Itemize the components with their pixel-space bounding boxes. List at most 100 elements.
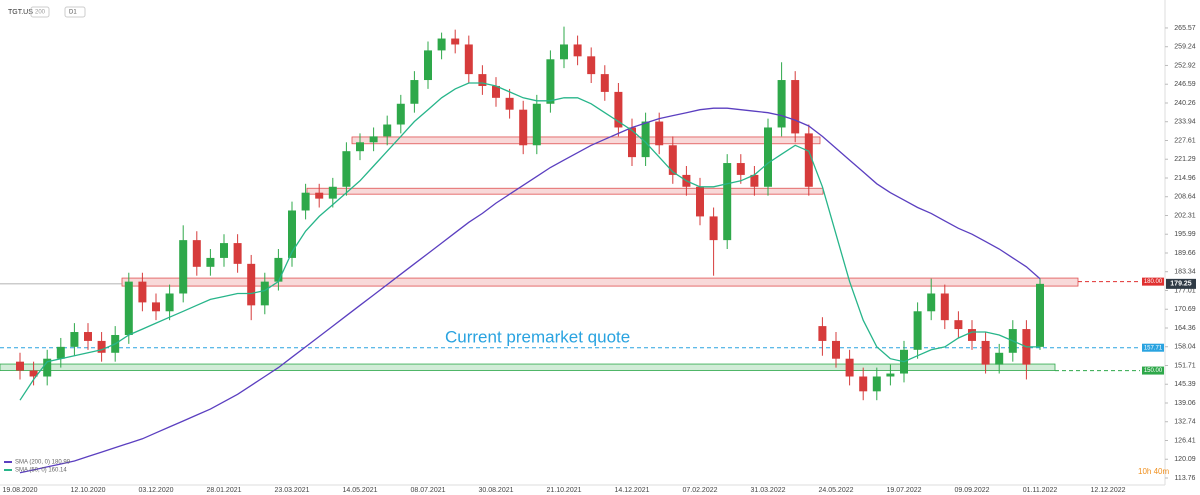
y-tick-label: 164.36 — [1174, 325, 1196, 332]
x-tick-label: 14.05.2021 — [342, 487, 377, 494]
candle-body — [451, 38, 460, 45]
candle-body — [206, 257, 215, 267]
candle-body — [288, 210, 296, 258]
candle-body — [818, 326, 827, 341]
candle-body — [383, 124, 392, 137]
zone — [351, 136, 821, 145]
zone — [306, 187, 824, 195]
x-tick-label: 08.07.2021 — [410, 487, 445, 494]
x-tick-label: 09.09.2022 — [954, 487, 989, 494]
candle-body — [981, 340, 990, 365]
candle-body — [1036, 283, 1044, 347]
candle-body — [777, 80, 786, 128]
x-tick-label: 01.11.2022 — [1023, 487, 1058, 494]
candle-body — [886, 373, 895, 377]
period-box[interactable] — [64, 6, 86, 18]
y-tick-label: 202.31 — [1174, 212, 1196, 219]
zoom-box[interactable] — [30, 6, 50, 18]
level-label-box — [1142, 277, 1164, 286]
x-tick-label: 19.08.2020 — [2, 487, 37, 494]
candle-body — [396, 103, 405, 125]
y-tick-label: 151.71 — [1174, 362, 1196, 369]
ma-line — [19, 107, 1041, 474]
countdown: 10h 40m — [1138, 467, 1169, 476]
level-label: 150.00 — [1144, 368, 1163, 374]
candle-body — [940, 293, 949, 321]
candle-body — [138, 281, 147, 303]
candle-body — [97, 340, 106, 353]
candle-body — [736, 163, 745, 175]
candle-body — [723, 163, 732, 241]
candle-body — [84, 332, 92, 341]
candle-body — [274, 257, 283, 282]
candle-body — [424, 50, 432, 81]
candle-body — [587, 56, 596, 75]
last-price-box — [1166, 278, 1196, 289]
candle-body — [696, 186, 704, 217]
candle-body — [573, 44, 582, 57]
candle-body — [165, 293, 174, 312]
candle-body — [954, 320, 963, 330]
symbol: TGT.US — [8, 9, 33, 16]
candle-body — [179, 240, 188, 294]
y-tick-label: 208.64 — [1174, 194, 1196, 201]
y-tick-label: 214.96 — [1174, 175, 1196, 182]
x-tick-label: 21.10.2021 — [546, 487, 581, 494]
candle-body — [342, 151, 351, 187]
legend-label: SMA (200, 0) 180.99 — [15, 460, 71, 466]
x-tick-label: 07.02.2022 — [682, 487, 717, 494]
candle-body — [668, 145, 677, 175]
candle-body — [995, 352, 1004, 365]
y-tick-label: 113.76 — [1175, 475, 1196, 482]
y-tick-label: 221.29 — [1174, 156, 1196, 163]
y-tick-label: 158.04 — [1174, 344, 1196, 351]
candle-body — [56, 346, 65, 359]
candle-body — [750, 174, 759, 187]
candle-body — [845, 358, 854, 377]
y-tick-label: 139.06 — [1174, 400, 1196, 407]
x-tick-label: 24.05.2022 — [818, 487, 853, 494]
zoom[interactable]: 200 — [35, 10, 46, 16]
candle-body — [464, 44, 473, 75]
candle-body — [532, 103, 541, 146]
candle-body — [70, 332, 79, 347]
legend-label: SMA (50, 0) 160.14 — [15, 468, 67, 474]
candle-body — [560, 44, 568, 60]
candle-body — [478, 74, 487, 86]
x-tick-label: 12.10.2020 — [70, 487, 105, 494]
candle-body — [791, 80, 800, 134]
y-tick-label: 227.61 — [1174, 137, 1196, 144]
y-tick-label: 195.99 — [1174, 231, 1196, 238]
candle-body — [315, 192, 324, 199]
candle-body — [641, 121, 650, 158]
candle-body — [519, 109, 528, 146]
level-label: 180.00 — [1144, 279, 1163, 285]
candle-body — [16, 361, 24, 371]
candle-body — [764, 127, 772, 187]
candle-body — [220, 243, 228, 258]
x-tick-label: 23.03.2021 — [274, 487, 309, 494]
candle-body — [505, 97, 514, 110]
annotation: Current premarket quote — [445, 327, 630, 346]
candle-body — [546, 59, 555, 104]
y-tick-label: 170.69 — [1174, 306, 1196, 313]
zone — [0, 363, 1056, 371]
candle-body — [709, 216, 718, 241]
x-tick-label: 31.03.2022 — [750, 487, 785, 494]
y-tick-label: 120.09 — [1174, 456, 1196, 463]
period[interactable]: D1 — [69, 10, 77, 16]
candle-body — [247, 263, 256, 306]
y-tick-label: 145.39 — [1174, 381, 1196, 388]
y-tick-label: 126.41 — [1174, 437, 1196, 444]
candle-body — [328, 186, 337, 199]
y-tick-label: 183.34 — [1174, 269, 1196, 276]
candle-body — [410, 80, 419, 104]
candle-body — [655, 121, 664, 146]
candle-body — [614, 91, 623, 128]
candle-body — [369, 136, 378, 143]
candle-body — [233, 243, 242, 264]
x-tick-label: 19.07.2022 — [886, 487, 921, 494]
x-tick-label: 30.08.2021 — [478, 487, 513, 494]
